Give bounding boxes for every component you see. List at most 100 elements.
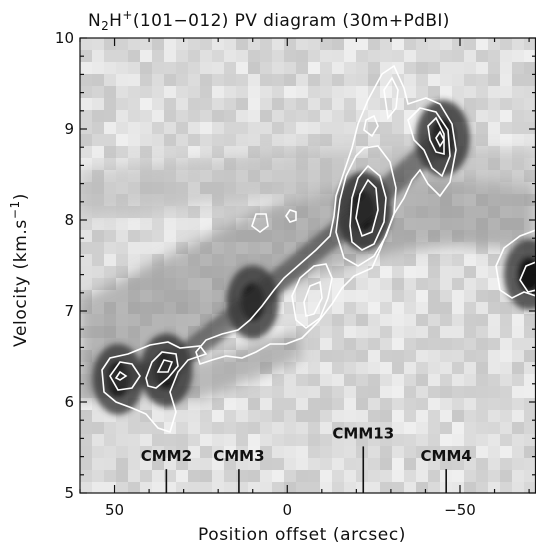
noise-cell: [248, 386, 260, 398]
noise-cell: [128, 230, 140, 242]
emission-ridge-line: [107, 127, 454, 391]
noise-cell: [308, 482, 320, 493]
plot-area: [80, 38, 536, 493]
noise-cell: [476, 482, 488, 493]
noise-cell: [512, 410, 524, 422]
noise-cell: [512, 110, 524, 122]
noise-cell: [308, 434, 320, 446]
noise-cell: [344, 422, 356, 434]
noise-cell: [440, 374, 452, 386]
noise-cell: [104, 242, 116, 254]
noise-cell: [512, 62, 524, 74]
noise-cell: [80, 38, 92, 50]
noise-cell: [272, 398, 284, 410]
noise-cell: [188, 146, 200, 158]
noise-cell: [116, 50, 128, 62]
noise-cell: [488, 302, 500, 314]
noise-cell: [224, 38, 236, 50]
noise-cell: [332, 422, 344, 434]
noise-cell: [488, 470, 500, 482]
noise-cell: [320, 386, 332, 398]
noise-cell: [284, 98, 296, 110]
noise-cell: [428, 326, 440, 338]
noise-cell: [212, 38, 224, 50]
noise-cell: [284, 50, 296, 62]
noise-cell: [248, 398, 260, 410]
noise-cell: [524, 374, 536, 386]
noise-cell: [200, 62, 212, 74]
contour-cmm2-peak: [156, 359, 174, 373]
noise-cell: [308, 386, 320, 398]
noise-cell: [452, 398, 464, 410]
noise-cell: [128, 422, 140, 434]
noise-cell: [248, 146, 260, 158]
noise-cell: [368, 422, 380, 434]
noise-cell: [524, 410, 536, 422]
noise-cell: [416, 38, 428, 50]
noise-cell: [128, 62, 140, 74]
noise-cell: [440, 278, 452, 290]
noise-cell: [164, 230, 176, 242]
noise-cell: [80, 434, 92, 446]
noise-cell: [380, 50, 392, 62]
noise-cell: [128, 98, 140, 110]
noise-cell: [224, 206, 236, 218]
noise-cell: [524, 38, 536, 50]
noise-cell: [332, 110, 344, 122]
noise-cell: [104, 62, 116, 74]
noise-cell: [296, 470, 308, 482]
y-tick-label: 10: [55, 29, 74, 47]
noise-cell: [380, 302, 392, 314]
noise-cell: [176, 122, 188, 134]
noise-cell: [356, 434, 368, 446]
noise-cell: [344, 446, 356, 458]
noise-cell: [188, 110, 200, 122]
noise-cell: [188, 230, 200, 242]
noise-cell: [116, 86, 128, 98]
noise-cell: [404, 482, 416, 493]
noise-cell: [116, 230, 128, 242]
contours: [101, 64, 536, 434]
noise-cell: [320, 50, 332, 62]
noise-cell: [224, 62, 236, 74]
noise-cell: [320, 446, 332, 458]
noise-cell: [452, 290, 464, 302]
annotation-cmm3: CMM3: [213, 447, 264, 465]
noise-cell: [332, 134, 344, 146]
noise-cell: [308, 338, 320, 350]
contour-ridge-peak: [355, 178, 379, 238]
noise-cell: [368, 482, 380, 493]
noise-cell: [440, 350, 452, 362]
noise-cell: [404, 458, 416, 470]
noise-cell: [488, 62, 500, 74]
noise-cell: [380, 470, 392, 482]
noise-cell: [380, 134, 392, 146]
noise-cell: [428, 338, 440, 350]
contour-cmm3-outer: [291, 263, 333, 330]
noise-cell: [128, 458, 140, 470]
noise-cell: [464, 374, 476, 386]
noise-cell: [104, 266, 116, 278]
noise-cell: [440, 446, 452, 458]
noise-cell: [320, 62, 332, 74]
noise-cell: [152, 410, 164, 422]
noise-cell: [92, 218, 104, 230]
noise-cell: [344, 374, 356, 386]
noise-cell: [416, 290, 428, 302]
noise-cell: [224, 146, 236, 158]
noise-cell: [212, 62, 224, 74]
noise-cell: [248, 446, 260, 458]
noise-cell: [296, 98, 308, 110]
noise-cell: [128, 410, 140, 422]
noise-cell: [224, 98, 236, 110]
noise-cell: [428, 266, 440, 278]
noise-cell: [332, 362, 344, 374]
source-annotations: CMM2 CMM3 CMM13 CMM4: [141, 424, 472, 493]
noise-cell: [140, 446, 152, 458]
noise-cell: [128, 50, 140, 62]
noise-cell: [176, 434, 188, 446]
noise-cell: [428, 470, 440, 482]
noise-cell: [308, 422, 320, 434]
noise-cell: [272, 122, 284, 134]
noise-cell: [452, 482, 464, 493]
